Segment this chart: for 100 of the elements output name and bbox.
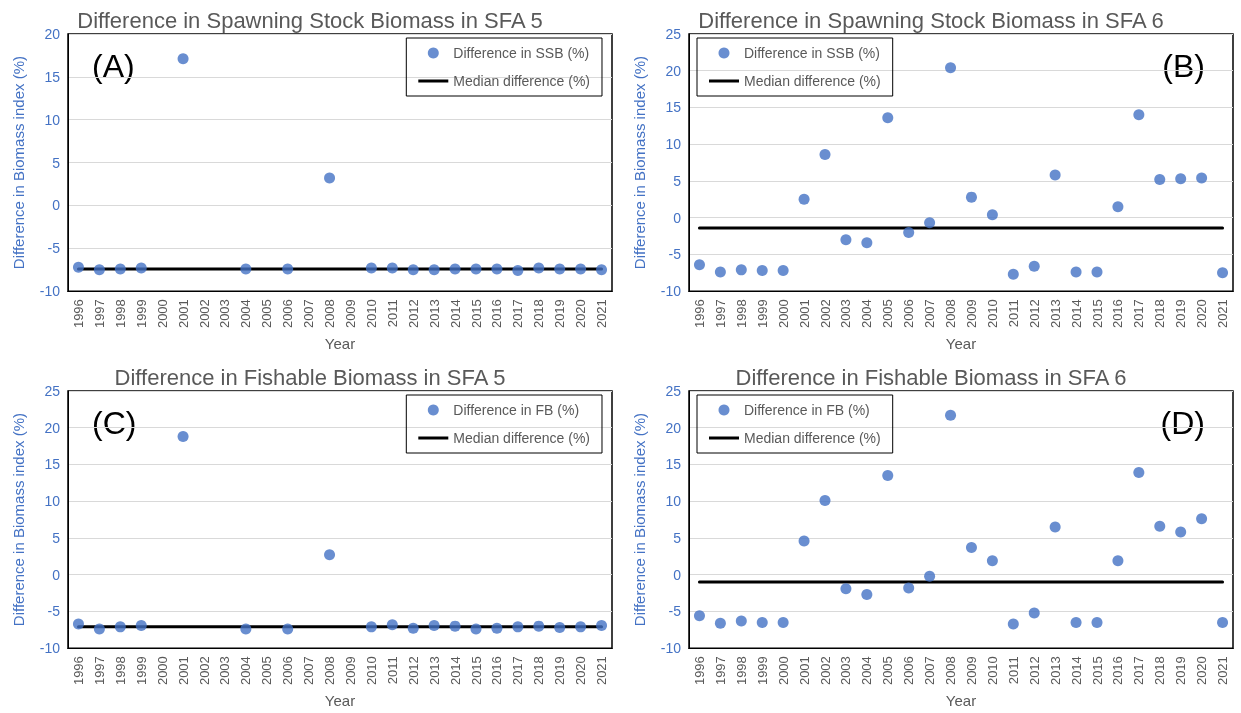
y-tick-label: 0 bbox=[52, 197, 61, 214]
x-tick-label: 2019 bbox=[552, 299, 568, 329]
point bbox=[93, 264, 105, 276]
point bbox=[1070, 616, 1082, 628]
point bbox=[324, 549, 336, 561]
x-tick-label: 1999 bbox=[133, 299, 149, 329]
point bbox=[986, 555, 998, 567]
x-tick-label: 2012 bbox=[405, 299, 421, 329]
x-tick-label: 2001 bbox=[175, 299, 191, 329]
point bbox=[554, 263, 566, 275]
point bbox=[1133, 467, 1145, 479]
x-axis-title: Year bbox=[324, 692, 356, 709]
annotation: (A) bbox=[92, 48, 135, 84]
point bbox=[1007, 268, 1019, 280]
point bbox=[798, 193, 810, 205]
point bbox=[449, 263, 461, 275]
y-tick-label: 20 bbox=[44, 419, 61, 436]
point bbox=[840, 583, 852, 595]
point bbox=[575, 621, 587, 633]
x-tick-label: 1999 bbox=[754, 299, 770, 329]
x-tick-label: 2014 bbox=[1068, 299, 1084, 329]
x-tick-label: 1996 bbox=[691, 656, 707, 686]
y-axis-title: Difference in Biomass index (%) bbox=[631, 413, 648, 627]
point bbox=[491, 622, 503, 634]
x-tick-label: 2006 bbox=[280, 656, 296, 686]
x-tick-label: 2020 bbox=[1194, 299, 1210, 329]
x-tick-label: 2011 bbox=[1005, 299, 1021, 328]
x-tick-label: 2018 bbox=[1152, 656, 1168, 686]
x-tick-label: 1997 bbox=[91, 299, 107, 329]
point bbox=[819, 494, 831, 506]
point bbox=[714, 617, 726, 629]
x-tick-label: 2010 bbox=[363, 299, 379, 329]
y-tick-label: 10 bbox=[44, 111, 61, 128]
point bbox=[177, 431, 189, 443]
point bbox=[735, 615, 747, 627]
y-tick-label: 10 bbox=[665, 493, 682, 510]
x-tick-label: 2000 bbox=[775, 656, 791, 686]
y-axis-title: Difference in Biomass index (%) bbox=[631, 56, 648, 270]
y-tick-label: 20 bbox=[665, 419, 682, 436]
point bbox=[1196, 172, 1208, 184]
point bbox=[72, 261, 84, 273]
y-tick-label: -10 bbox=[39, 640, 61, 657]
x-tick-label: 2001 bbox=[175, 656, 191, 686]
x-tick-label: 2017 bbox=[1131, 656, 1147, 686]
x-tick-label: 2015 bbox=[1089, 656, 1105, 686]
point bbox=[861, 589, 873, 601]
x-tick-label: 2003 bbox=[217, 656, 233, 686]
x-tick-label: 2020 bbox=[1194, 656, 1210, 686]
x-tick-label: 2019 bbox=[552, 656, 568, 686]
legend-label: Median difference (%) bbox=[744, 73, 881, 89]
point bbox=[114, 621, 126, 633]
x-tick-label: 2006 bbox=[280, 299, 296, 329]
x-tick-label: 2021 bbox=[594, 656, 610, 686]
y-tick-label: 0 bbox=[52, 566, 61, 583]
x-tick-label: 2010 bbox=[984, 299, 1000, 329]
point bbox=[282, 263, 294, 275]
x-tick-label: 2003 bbox=[217, 299, 233, 329]
y-tick-label: -5 bbox=[668, 603, 682, 620]
point bbox=[533, 262, 545, 274]
legend-label: Difference in SSB (%) bbox=[744, 45, 880, 61]
y-tick-label: -5 bbox=[47, 240, 61, 257]
x-tick-label: 2004 bbox=[238, 656, 254, 686]
x-tick-label: 2016 bbox=[1110, 299, 1126, 329]
point bbox=[72, 618, 84, 630]
x-tick-label: 2010 bbox=[984, 656, 1000, 686]
y-tick-label: 0 bbox=[673, 209, 682, 226]
annotation: (B) bbox=[1162, 48, 1205, 84]
x-tick-label: 2018 bbox=[531, 299, 547, 329]
x-tick-label: 2001 bbox=[796, 656, 812, 686]
point bbox=[965, 542, 977, 554]
point bbox=[177, 53, 189, 65]
point bbox=[1196, 513, 1208, 525]
x-tick-label: 2017 bbox=[510, 299, 526, 329]
point bbox=[575, 263, 587, 275]
y-tick-label: 20 bbox=[44, 26, 61, 42]
point bbox=[1007, 618, 1019, 630]
x-tick-label: 2002 bbox=[817, 656, 833, 686]
point bbox=[777, 265, 789, 277]
y-tick-label: 10 bbox=[665, 136, 682, 153]
point bbox=[491, 263, 503, 275]
point bbox=[365, 262, 377, 274]
legend-label: Median difference (%) bbox=[744, 430, 881, 446]
x-tick-label: 2015 bbox=[468, 656, 484, 686]
point bbox=[945, 62, 957, 74]
point bbox=[882, 470, 894, 481]
point bbox=[282, 623, 294, 635]
x-tick-label: 2016 bbox=[1110, 656, 1126, 686]
x-tick-label: 2017 bbox=[1131, 299, 1147, 329]
x-tick-label: 1998 bbox=[112, 656, 128, 686]
y-tick-label: 15 bbox=[665, 456, 682, 473]
annotation: (C) bbox=[92, 405, 137, 441]
point bbox=[240, 263, 252, 275]
point bbox=[554, 622, 566, 634]
point bbox=[1154, 520, 1166, 532]
legend-label: Median difference (%) bbox=[453, 430, 590, 446]
point bbox=[1217, 267, 1229, 279]
x-tick-label: 2014 bbox=[1068, 656, 1084, 686]
x-tick-label: 2003 bbox=[838, 299, 854, 329]
x-tick-label: 2021 bbox=[1215, 299, 1231, 329]
x-tick-label: 2005 bbox=[259, 656, 275, 686]
